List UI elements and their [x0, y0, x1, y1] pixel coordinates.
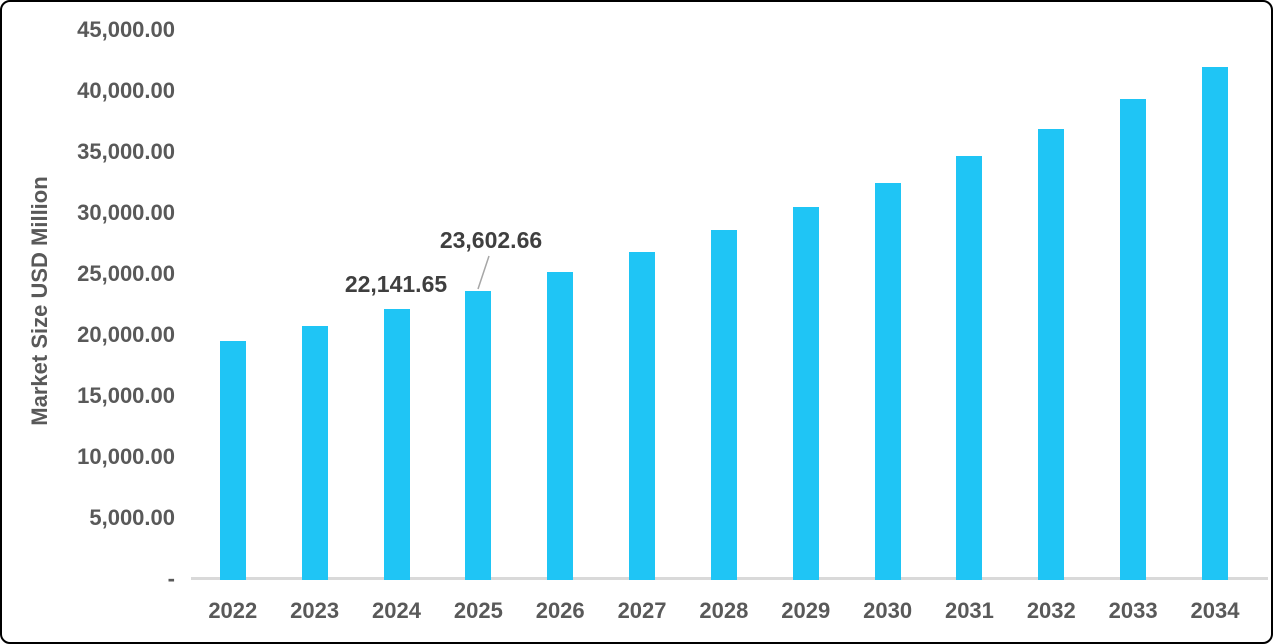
bar-2022: [219, 341, 246, 580]
x-tick-2031: 2031: [944, 598, 994, 623]
x-tick-2024: 2024: [372, 598, 421, 623]
data-label-2025: 23,602.66: [439, 227, 543, 253]
bar-2032: [1038, 128, 1065, 580]
x-tick-2029: 2029: [781, 598, 831, 623]
x-tick-2025: 2025: [453, 598, 503, 623]
y-tick-5000: 5,000.00: [89, 505, 175, 530]
y-tick-25000: 25,000.00: [77, 261, 175, 286]
y-tick-30000: 30,000.00: [77, 200, 175, 225]
bar-2026: [547, 272, 574, 580]
bar-2029: [792, 207, 819, 580]
y-tick-15000: 15,000.00: [77, 383, 175, 408]
bar-2034: [1202, 67, 1228, 580]
x-tick-2028: 2028: [699, 598, 749, 623]
y-tick-10000: 10,000.00: [77, 444, 175, 469]
y-tick-20000: 20,000.00: [77, 322, 175, 347]
bar-2024: [383, 308, 410, 580]
x-tick-2027: 2027: [617, 598, 667, 623]
x-tick-2034: 2034: [1190, 598, 1240, 623]
y-tick-35000: 35,000.00: [77, 139, 175, 164]
x-tick-2026: 2026: [535, 598, 585, 623]
x-tick-2030: 2030: [863, 598, 913, 623]
bar-2028: [710, 230, 737, 580]
y-tick-0: -: [167, 566, 175, 591]
x-tick-2032: 2032: [1026, 598, 1076, 623]
x-tick-2022: 2022: [208, 598, 258, 623]
y-tick-40000: 40,000.00: [77, 78, 175, 103]
bar-2027: [629, 251, 656, 580]
x-tick-2033: 2033: [1108, 598, 1158, 623]
bar-2025: [465, 291, 492, 580]
x-tick-2023: 2023: [290, 598, 340, 623]
bar-2033: [1120, 98, 1147, 580]
data-label-2024: 22,141.65: [344, 271, 448, 297]
y-tick-45000: 45,000.00: [77, 17, 175, 42]
bar-2031: [956, 156, 983, 580]
bar-2030: [874, 182, 901, 580]
bar-2023: [301, 325, 328, 580]
